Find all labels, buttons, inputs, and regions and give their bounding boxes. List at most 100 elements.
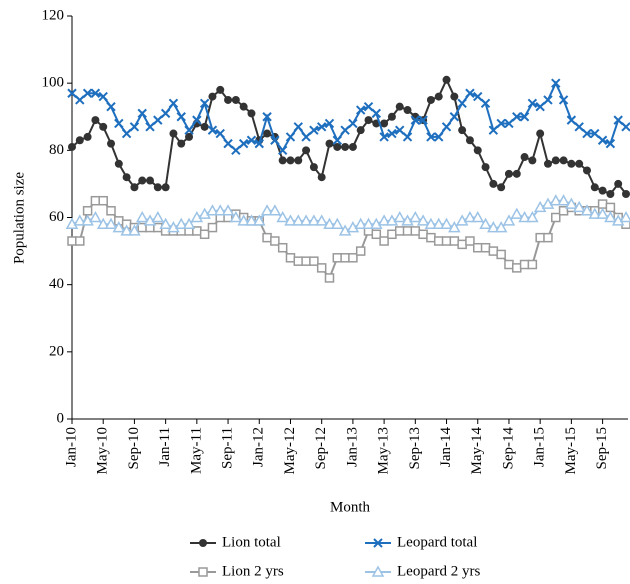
marker [543,159,552,168]
marker [114,159,123,168]
marker [262,112,272,122]
marker [455,214,469,226]
marker [341,142,350,151]
marker [106,206,116,216]
marker [401,214,414,226]
marker [558,95,569,105]
marker [128,224,141,236]
marker [473,146,482,155]
marker [263,129,272,138]
marker [441,122,452,132]
marker [434,132,444,142]
legend-label: Lion total [222,534,281,550]
marker [535,101,545,112]
marker [177,139,186,148]
marker [596,207,609,219]
marker [237,214,250,226]
marker [551,212,561,223]
marker [167,221,180,233]
marker [174,217,188,229]
marker [442,75,451,84]
marker [387,112,396,121]
marker [418,229,428,240]
marker [457,98,467,109]
marker [168,98,179,109]
marker [566,115,577,125]
marker [89,210,102,223]
marker [284,214,297,226]
marker [207,222,218,233]
legend-label: Lion 2 yrs [222,563,284,579]
marker [410,226,421,236]
marker [519,112,530,122]
x-tick-label: May-14 [469,427,485,475]
marker [75,95,85,105]
marker [309,163,318,172]
marker [75,236,85,246]
legend-label: Leopard 2 yrs [397,563,480,579]
marker [247,109,256,118]
marker [285,253,296,263]
marker [590,183,599,192]
marker [231,145,241,156]
x-tick-label: May-11 [188,427,204,474]
marker [231,95,240,104]
marker [262,232,272,243]
marker [496,118,506,129]
marker [198,207,211,219]
marker [200,122,209,131]
marker [238,138,249,149]
marker [121,128,132,139]
marker [480,98,491,109]
x-tick-label: Sep-13 [407,427,423,470]
marker [613,115,623,125]
y-tick-label: 60 [49,209,64,225]
marker [294,156,303,165]
marker [426,132,436,142]
marker [619,210,630,223]
marker [518,210,531,223]
marker [338,224,352,236]
marker [316,263,327,273]
marker [325,139,334,148]
marker [488,246,499,256]
x-tick-label: Jan-11 [157,427,173,466]
marker [605,138,616,149]
marker [309,256,319,266]
marker [385,214,399,226]
marker [497,183,506,192]
y-tick-label: 20 [49,343,64,359]
marker [315,214,328,226]
y-tick-label: 100 [42,75,65,91]
marker [98,195,108,206]
marker [216,85,225,94]
marker [309,125,319,135]
marker [75,136,84,145]
marker [192,115,202,125]
marker [434,92,443,101]
marker [91,116,100,125]
marker [221,204,235,216]
x-tick-label: Jan-14 [438,427,454,467]
marker [185,132,194,141]
marker [246,135,257,145]
marker [494,221,508,233]
marker [106,101,116,112]
marker [488,125,499,135]
marker [114,118,124,129]
marker [597,199,608,209]
marker [489,179,498,188]
marker [557,194,570,206]
marker [465,88,475,98]
marker [65,217,79,229]
marker [527,259,538,270]
y-axis-label: Population size [11,172,27,264]
marker [176,112,186,122]
marker [418,115,428,125]
marker [402,226,413,236]
marker [480,242,491,253]
marker [526,210,539,223]
marker [285,132,296,142]
marker [137,108,147,119]
legend-marker [199,539,207,547]
